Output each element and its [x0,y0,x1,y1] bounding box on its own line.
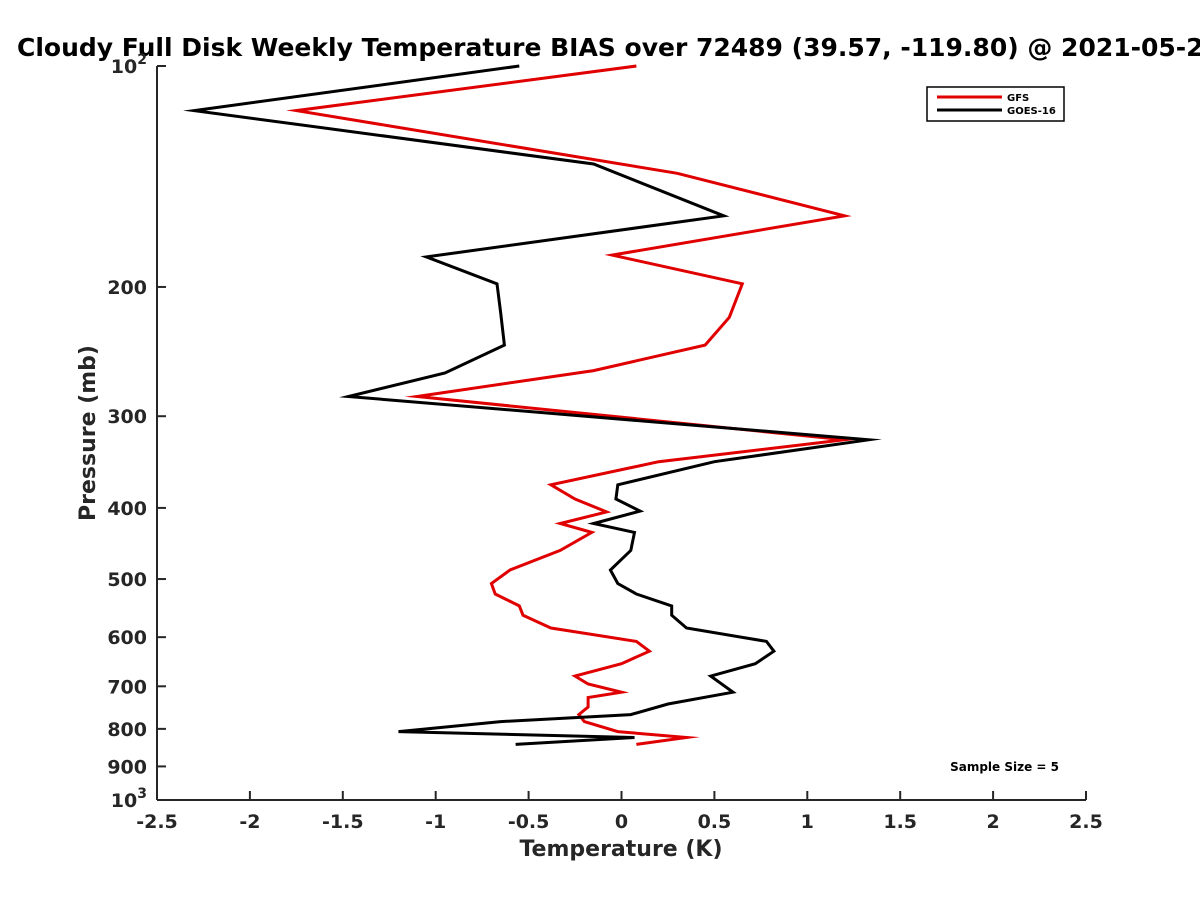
x-axis-label: Temperature (K) [519,837,722,862]
legend-label: GFS [1007,93,1029,104]
legend-box [926,86,1065,122]
x-tick-label: -1 [425,811,446,833]
y-tick-label: 103 [111,786,147,812]
x-tick-label: -2.5 [136,811,178,833]
series-points-goes-16 [194,65,869,745]
y-tick-label: 400 [107,498,147,520]
y-tick-label: 600 [107,627,147,649]
x-tick-label: 2.5 [1069,811,1103,833]
x-tick-label: 0.5 [698,811,732,833]
chart-title: Cloudy Full Disk Weekly Temperature BIAS… [17,33,1200,62]
series-layer [183,64,883,746]
y-tick-label: 900 [107,756,147,778]
y-tick-label: 800 [107,719,147,741]
x-tick-label: 2 [986,811,999,833]
y-axis-ticks: 102 200 300 400 500 600 700 800 900 103 [107,52,166,812]
x-tick-label: 1 [801,811,814,833]
x-tick-label: -0.5 [508,811,550,833]
y-tick-label: 102 [111,52,147,78]
sample-size-annotation: Sample Size = 5 [950,760,1059,774]
x-tick-label: 1.5 [883,811,917,833]
series-points-gfs [296,65,845,745]
x-tick-label: -1.5 [322,811,364,833]
x-axis-ticks: -2.5 -2 -1.5 -1 -0.5 0 0.5 1 1.5 2 2.5 [136,791,1103,833]
x-tick-label: 0 [615,811,628,833]
legend: GFS GOES-16 [926,86,1065,122]
y-tick-label: 200 [107,277,147,299]
y-tick-label: 500 [107,569,147,591]
legend-label: GOES-16 [1007,106,1056,117]
y-axis-label: Pressure (mb) [76,345,101,521]
x-tick-label: -2 [239,811,260,833]
y-tick-label: 700 [107,676,147,698]
y-tick-label: 300 [107,406,147,428]
